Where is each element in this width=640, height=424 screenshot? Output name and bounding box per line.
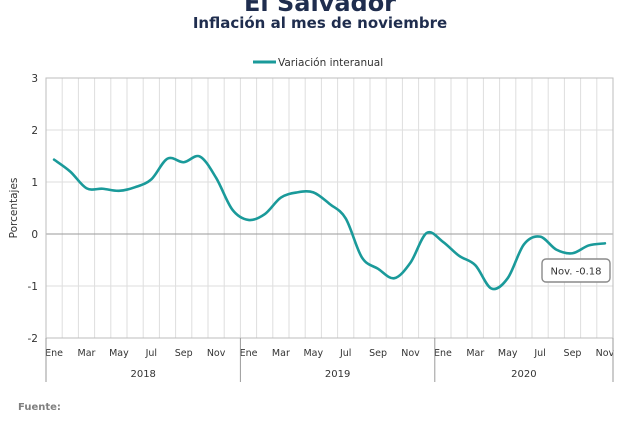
annotation-box [541, 258, 611, 283]
x-tick-label: Jul [533, 348, 545, 359]
plot-frame [45, 77, 614, 339]
x-tick-label: Mar [78, 348, 96, 359]
data-point [490, 287, 493, 290]
data-point [312, 191, 315, 194]
y-tick-label: -2 [28, 333, 38, 345]
annotation: Nov. -0.18 [541, 258, 611, 283]
source-note: Fuente: [18, 402, 61, 413]
data-point [555, 248, 558, 251]
y-axis-label: Porcentajes [8, 178, 20, 239]
data-point [182, 161, 185, 164]
data-point [150, 178, 153, 181]
legend-label: Variación interanual [278, 57, 383, 69]
line-chart: Variación interanual Porcentajes 3 2 1 0 -1 -… [8, 57, 615, 382]
year-label: 2019 [325, 369, 350, 380]
data-point [506, 277, 509, 280]
data-point [523, 243, 526, 246]
legend: Variación interanual [253, 57, 383, 69]
x-tick-label: Mar [272, 348, 290, 359]
data-point [587, 244, 590, 247]
year-label: 2020 [511, 369, 536, 380]
y-tick-label: -1 [28, 281, 38, 293]
chart-subtitle: Inflación al mes de noviembre [192, 14, 448, 32]
data-point [85, 187, 88, 190]
data-point [69, 170, 72, 173]
data-point [280, 196, 283, 199]
data-point [425, 232, 428, 235]
data-point [263, 213, 266, 216]
data-point [409, 261, 412, 264]
data-point [539, 235, 542, 238]
y-tick-label: 0 [31, 229, 38, 241]
x-tick-label: Ene [434, 348, 452, 359]
data-point [296, 191, 299, 194]
data-point [393, 277, 396, 280]
data-point [344, 217, 347, 220]
data-point [247, 219, 250, 222]
data-point [442, 241, 445, 244]
grid [46, 77, 613, 339]
x-tick-label: Sep [369, 348, 387, 359]
axes: 3 2 1 0 -1 -2 Ene Mar May Jul Sep Nov Ene Mar May Jul Se… [28, 73, 615, 382]
series-layer [52, 154, 607, 291]
x-tick-label: Sep [564, 348, 582, 359]
data-point [118, 190, 121, 193]
x-tick-label: Nov [207, 348, 226, 359]
y-tick-label: 2 [31, 125, 38, 137]
y-tick-label: 1 [31, 177, 38, 189]
x-tick-label: Ene [240, 348, 258, 359]
data-point [166, 157, 169, 160]
x-tick-label: Nov [401, 348, 420, 359]
data-point [458, 255, 461, 258]
data-point [134, 186, 137, 189]
data-point [361, 256, 364, 259]
x-tick-label: May [498, 348, 518, 359]
data-point [215, 177, 218, 180]
x-tick-label: Sep [175, 348, 193, 359]
data-point [101, 187, 104, 190]
data-point [604, 242, 607, 245]
series-line [52, 154, 607, 291]
x-tick-label: May [303, 348, 323, 359]
x-tick-label: May [109, 348, 129, 359]
data-point [199, 155, 202, 158]
y-tick-label: 3 [31, 73, 38, 85]
data-point [474, 264, 477, 267]
x-tick-label: Jul [145, 348, 157, 359]
x-tick-label: Ene [45, 348, 63, 359]
annotation-label: Nov. -0.18 [551, 267, 602, 278]
chart-title: El Salvador [243, 0, 397, 17]
data-point [328, 203, 331, 206]
x-tick-label: Jul [339, 348, 351, 359]
year-label: 2018 [130, 369, 155, 380]
data-point [53, 158, 56, 161]
x-tick-label: Mar [466, 348, 484, 359]
data-point [571, 252, 574, 255]
x-tick-label: Nov [596, 348, 615, 359]
data-point [377, 268, 380, 271]
data-point [231, 208, 234, 211]
